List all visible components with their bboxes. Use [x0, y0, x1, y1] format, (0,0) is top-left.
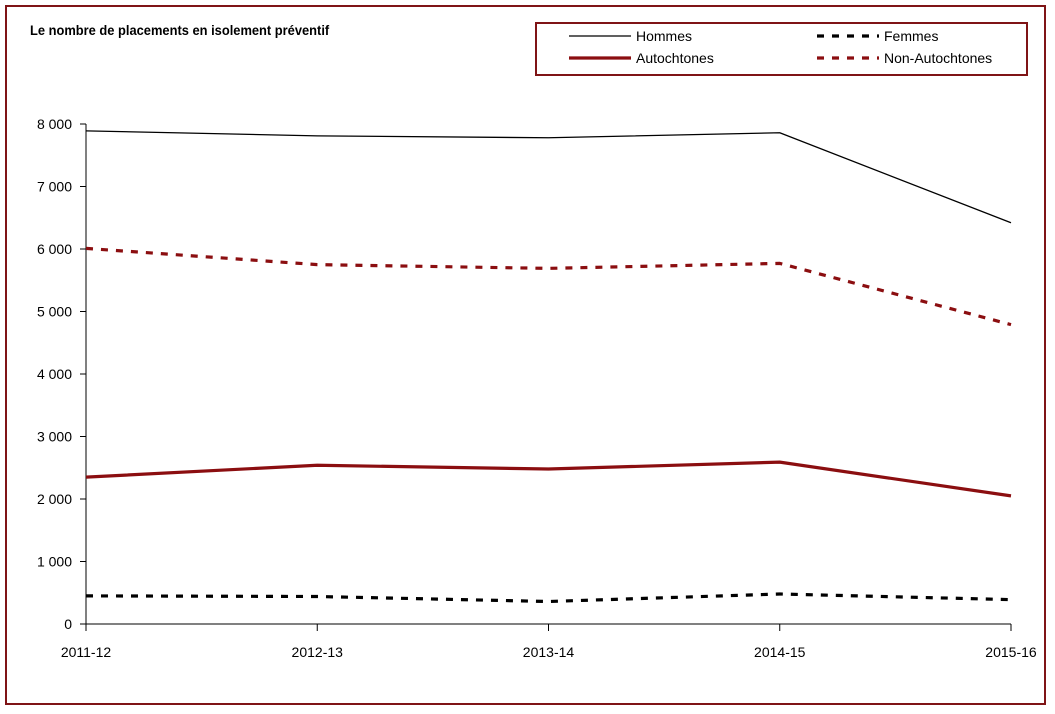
y-tick-label: 0	[64, 616, 72, 632]
series-line-hommes	[85, 130, 1012, 224]
legend-label-autochtones: Autochtones	[636, 50, 714, 66]
x-tick-label: 2014-15	[754, 644, 806, 660]
y-tick-label: 1 000	[37, 554, 72, 570]
series-line-femmes	[85, 592, 1012, 604]
y-tick-label: 4 000	[37, 366, 72, 382]
y-tick-label: 3 000	[37, 429, 72, 445]
series-layer	[85, 130, 1012, 604]
legend-label-non-autochtones: Non-Autochtones	[884, 50, 992, 66]
x-tick-label: 2015-16	[985, 644, 1037, 660]
chart-frame	[5, 5, 1046, 705]
y-tick-label: 6 000	[37, 241, 72, 257]
x-tick-label: 2011-12	[61, 644, 112, 660]
legend-label-hommes: Hommes	[636, 28, 692, 44]
series-line-non-autochtones	[85, 246, 1012, 327]
legend-label-femmes: Femmes	[884, 28, 938, 44]
legend-graphic: Hommes Femmes Autochtones Non-Autochtones	[569, 28, 992, 66]
series-line-autochtones	[85, 460, 1012, 498]
y-tick-label: 8 000	[37, 116, 72, 132]
x-tick-label: 2013-14	[523, 644, 575, 660]
chart-title: Le nombre de placements en isolement pré…	[30, 22, 330, 38]
chart-legend: Hommes Femmes Autochtones Non-Autochtones	[535, 22, 1028, 76]
y-tick-label: 2 000	[37, 491, 72, 507]
x-tick-label: 2012-13	[292, 644, 344, 660]
y-tick-label: 5 000	[37, 304, 72, 320]
chart-axes: 0 1 000 2 000 3 000 4 000 5 000 6 000 7 000 8 00…	[37, 116, 1037, 660]
y-tick-label: 7 000	[37, 179, 72, 195]
